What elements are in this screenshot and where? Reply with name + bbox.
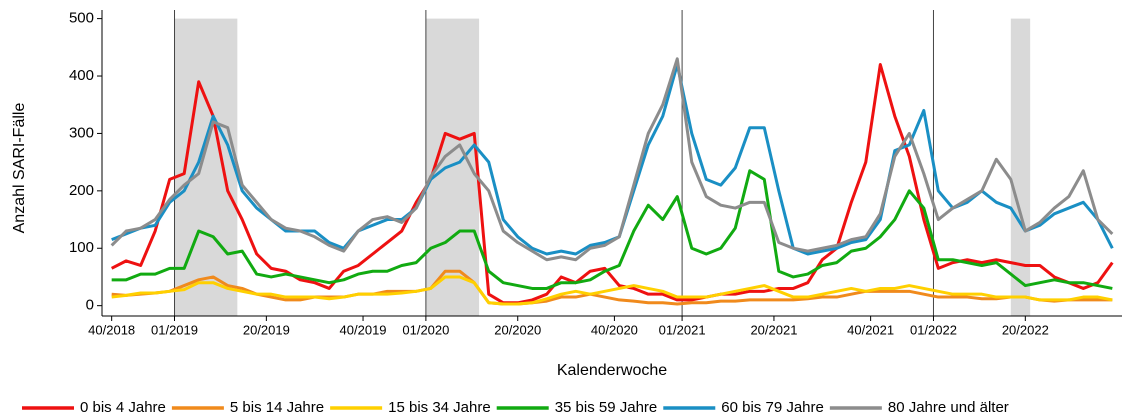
- legend-label: 5 bis 14 Jahre: [230, 399, 324, 416]
- x-axis-title: Kalenderwoche: [557, 362, 667, 379]
- x-tick-label: 20/2022: [1002, 322, 1049, 337]
- legend-label: 0 bis 4 Jahre: [80, 399, 166, 416]
- series-line: [111, 275, 1113, 306]
- y-tick-label: 200: [69, 182, 94, 199]
- series-line: [110, 57, 1114, 262]
- series-line: [111, 169, 1113, 290]
- y-tick-label: 0: [86, 297, 94, 314]
- x-tick-label: 40/2019: [340, 322, 387, 337]
- y-tick-label: 100: [69, 239, 94, 256]
- series-line: [111, 269, 1113, 306]
- x-tick-label: 20/2021: [750, 322, 797, 337]
- x-tick-label: 01/2019: [151, 322, 198, 337]
- legend-label: 15 bis 34 Jahre: [388, 399, 491, 416]
- series-line: [110, 63, 1114, 305]
- x-tick-label: 01/2021: [659, 322, 706, 337]
- legend-label: 60 bis 79 Jahre: [721, 399, 824, 416]
- shaded-period: [1010, 18, 1031, 316]
- legend-label: 80 Jahre und älter: [888, 399, 1009, 416]
- x-tick-label: 20/2020: [494, 322, 541, 337]
- y-tick-label: 400: [69, 67, 94, 84]
- x-tick-label: 40/2018: [88, 322, 135, 337]
- x-tick-label: 01/2020: [402, 322, 449, 337]
- y-tick-label: 500: [69, 10, 94, 27]
- x-tick-label: 01/2022: [910, 322, 957, 337]
- x-tick-label: 40/2021: [847, 322, 894, 337]
- y-tick-label: 300: [69, 124, 94, 141]
- series-line: [111, 63, 1114, 256]
- y-axis-title: Anzahl SARI-Fälle: [11, 103, 28, 234]
- legend-label: 35 bis 59 Jahre: [555, 399, 658, 416]
- x-tick-label: 40/2020: [591, 322, 638, 337]
- x-tick-label: 20/2019: [243, 322, 290, 337]
